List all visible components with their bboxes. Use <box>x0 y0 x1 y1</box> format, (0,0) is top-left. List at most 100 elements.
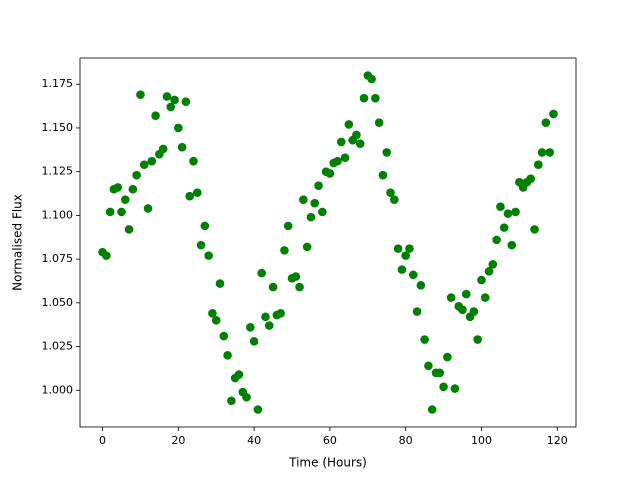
point <box>390 195 399 204</box>
point <box>511 207 520 217</box>
point <box>249 337 259 346</box>
x-tick-label: 120 <box>547 434 568 447</box>
y-tick-label: 1.075 <box>42 252 74 265</box>
point <box>200 221 210 231</box>
point <box>166 102 176 112</box>
point <box>492 235 501 245</box>
point <box>174 123 183 133</box>
point <box>102 251 111 260</box>
y-tick-label: 1.025 <box>42 340 74 353</box>
y-tick-label: 1.125 <box>42 165 74 178</box>
point <box>318 207 327 217</box>
point <box>143 204 153 213</box>
point <box>469 307 479 316</box>
x-tick-label: 20 <box>171 434 185 447</box>
point <box>185 191 194 201</box>
point <box>420 335 429 344</box>
point <box>507 240 517 250</box>
point <box>367 74 376 84</box>
y-tick-label: 1.150 <box>42 121 74 134</box>
point <box>189 156 198 166</box>
point <box>113 183 123 192</box>
point <box>446 293 456 302</box>
point <box>359 93 369 103</box>
point <box>299 195 308 204</box>
point <box>530 225 539 234</box>
y-tick-label: 1.175 <box>42 77 74 90</box>
point <box>234 370 244 379</box>
point <box>283 221 293 231</box>
point <box>537 148 547 157</box>
x-axis-label: Time (Hours) <box>288 456 367 470</box>
point <box>340 153 350 162</box>
point <box>435 368 445 378</box>
point <box>325 169 335 178</box>
point <box>450 384 460 393</box>
point <box>158 144 168 154</box>
point <box>439 382 448 392</box>
point <box>253 405 263 414</box>
point <box>132 170 141 180</box>
point <box>408 270 418 280</box>
point <box>147 156 157 166</box>
point <box>204 251 213 260</box>
y-tick-label: 1.050 <box>42 296 74 309</box>
x-tick-label: 60 <box>323 434 337 447</box>
point <box>219 331 229 341</box>
point <box>496 202 505 211</box>
point <box>105 207 115 217</box>
point <box>120 195 130 204</box>
point <box>541 118 551 128</box>
point <box>162 92 172 101</box>
point <box>268 282 278 292</box>
y-tick-label: 1.000 <box>42 383 74 396</box>
point <box>393 244 403 253</box>
point <box>276 309 285 318</box>
point <box>302 242 312 252</box>
point <box>261 312 270 322</box>
point <box>374 118 384 128</box>
point <box>355 139 365 148</box>
point <box>386 188 395 197</box>
x-tick-label: 80 <box>399 434 413 447</box>
x-tick-label: 0 <box>99 434 106 447</box>
point <box>295 282 304 292</box>
point <box>333 156 342 166</box>
point <box>443 352 452 362</box>
point <box>473 335 482 344</box>
point <box>124 225 134 234</box>
point <box>533 160 543 169</box>
point <box>306 212 316 222</box>
point <box>477 275 486 285</box>
point <box>246 323 255 332</box>
point <box>401 251 410 260</box>
point <box>310 198 320 208</box>
point <box>458 305 467 315</box>
point <box>484 267 494 276</box>
x-tick-label: 40 <box>247 434 261 447</box>
point <box>208 309 217 318</box>
point <box>181 97 191 107</box>
plot-frame <box>79 57 577 428</box>
point <box>170 95 179 105</box>
point <box>227 396 236 406</box>
point <box>177 142 187 152</box>
point <box>223 350 232 360</box>
point <box>382 148 392 157</box>
point <box>397 265 407 274</box>
point <box>499 223 509 232</box>
point <box>139 160 149 169</box>
point <box>424 361 433 371</box>
point <box>192 188 202 197</box>
point <box>291 272 301 281</box>
point <box>405 244 414 253</box>
point <box>416 281 426 290</box>
point <box>371 93 380 103</box>
point <box>545 148 554 157</box>
point <box>480 293 490 302</box>
point <box>336 137 346 147</box>
point <box>503 209 513 218</box>
x-tick-label: 100 <box>471 434 492 447</box>
